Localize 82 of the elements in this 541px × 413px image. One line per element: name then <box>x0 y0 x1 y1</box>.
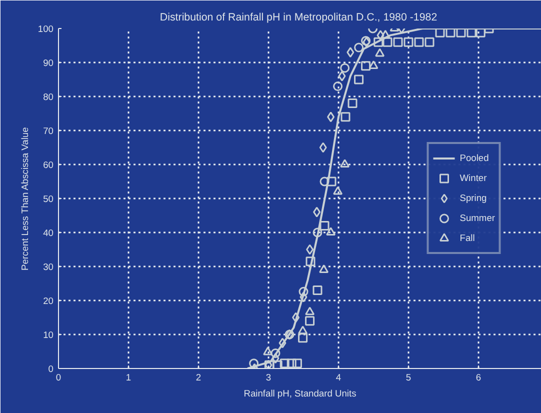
point <box>435 28 445 38</box>
legend-label: Fall <box>460 232 476 244</box>
point <box>404 37 414 47</box>
point <box>376 30 384 41</box>
legend-label: Pooled <box>460 152 489 164</box>
y-tick-label: 40 <box>43 228 54 238</box>
legend-label: Spring <box>460 192 487 204</box>
point <box>346 47 354 58</box>
point <box>375 48 385 57</box>
y-tick-label: 100 <box>38 24 54 34</box>
point <box>414 37 424 47</box>
point <box>305 306 315 316</box>
legend-label: Summer <box>460 212 495 224</box>
point <box>348 98 358 108</box>
point <box>340 159 350 168</box>
x-axis-title: Rainfall pH, Standard Units <box>244 388 357 398</box>
point <box>292 358 302 368</box>
x-tick-label: 4 <box>336 372 342 382</box>
point <box>298 286 308 296</box>
point <box>312 228 322 238</box>
point <box>326 176 336 186</box>
point <box>286 358 296 368</box>
point <box>306 244 314 255</box>
point <box>270 348 280 358</box>
chart-title: Distribution of Rainfall pH in Metropolitan D.C., 1980 -1982 <box>160 12 438 24</box>
point <box>361 61 371 71</box>
point <box>298 326 308 334</box>
point <box>368 60 378 69</box>
point <box>456 28 466 38</box>
point <box>320 176 330 186</box>
y-axis-title: Percent Less Than Abscissa Value <box>20 127 30 270</box>
y-tick-label: 10 <box>43 330 54 340</box>
x-tick-label: 1 <box>126 372 132 382</box>
point <box>280 358 290 368</box>
point <box>312 286 322 296</box>
point <box>476 28 486 38</box>
point <box>340 63 350 73</box>
point <box>424 37 434 47</box>
x-tick-label: 2 <box>196 372 202 382</box>
point <box>393 37 403 47</box>
point <box>354 74 364 84</box>
point <box>278 338 286 348</box>
y-tick-label: 20 <box>43 296 54 306</box>
y-tick-label: 0 <box>48 364 54 374</box>
line-series <box>246 28 541 368</box>
y-tick-label: 80 <box>43 92 54 102</box>
x-tick-label: 0 <box>56 372 62 382</box>
point <box>319 264 329 273</box>
y-tick-label: 30 <box>43 262 54 272</box>
y-tick-label: 50 <box>43 194 54 204</box>
point <box>446 28 456 38</box>
point <box>354 42 364 52</box>
point <box>340 112 350 122</box>
point <box>272 353 280 364</box>
y-tick-label: 90 <box>43 58 54 68</box>
y-tick-label: 60 <box>43 160 54 170</box>
point <box>466 28 476 38</box>
point <box>263 346 273 356</box>
point <box>306 256 316 266</box>
point <box>300 292 308 302</box>
point <box>361 36 371 46</box>
point <box>382 37 392 47</box>
x-tick-label: 3 <box>266 372 272 382</box>
point <box>305 316 315 326</box>
point <box>327 112 335 122</box>
y-tick-label: 70 <box>43 126 54 136</box>
legend-label: Winter <box>460 172 487 184</box>
point <box>380 30 390 38</box>
point <box>313 206 321 218</box>
point <box>326 227 336 236</box>
point <box>362 36 370 48</box>
x-tick-label: 5 <box>406 372 412 382</box>
point <box>249 358 259 368</box>
point <box>333 82 343 92</box>
point <box>320 220 330 230</box>
point <box>338 70 346 82</box>
point <box>374 37 384 47</box>
point <box>319 142 327 153</box>
point <box>298 333 308 343</box>
point <box>292 312 300 323</box>
x-tick-label: 6 <box>476 372 482 382</box>
point <box>333 186 343 195</box>
